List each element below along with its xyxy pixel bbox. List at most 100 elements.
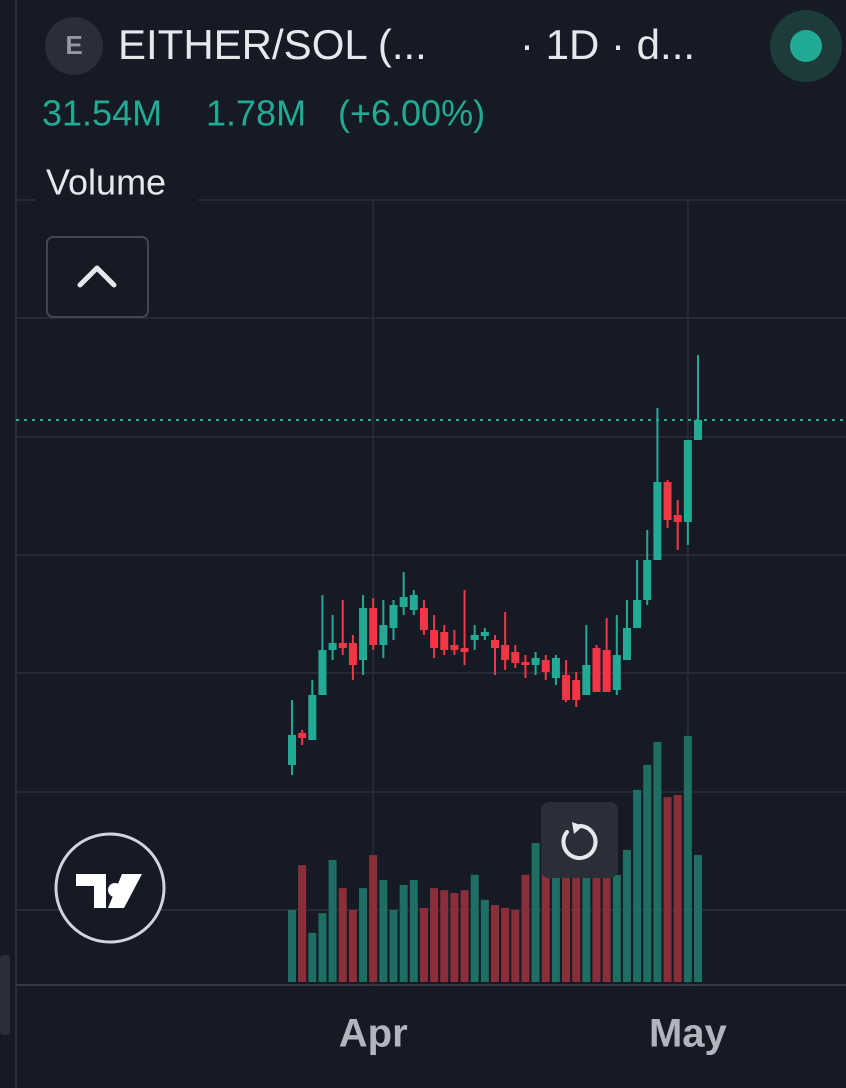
candle-body <box>572 680 581 700</box>
candle-body <box>460 648 469 652</box>
volume-bar <box>643 764 652 982</box>
volume-bar <box>470 874 479 982</box>
volume-bar <box>288 909 296 982</box>
candle-body <box>612 655 621 690</box>
volume-bar <box>612 874 621 982</box>
status-dot <box>790 30 822 62</box>
side-handle[interactable] <box>0 955 10 1035</box>
volume-bar <box>409 880 418 982</box>
candle-body <box>399 597 408 607</box>
candle-body <box>409 595 418 610</box>
candle-body <box>521 662 530 665</box>
candle-body <box>511 652 520 663</box>
chevron-up-icon <box>77 265 117 288</box>
volume-bar <box>328 859 337 982</box>
volume-bar <box>633 789 642 982</box>
candle-body <box>348 643 357 665</box>
volume-bar <box>511 909 520 982</box>
candle-body <box>288 735 296 765</box>
volume-bar <box>430 888 439 982</box>
volume-bar <box>399 884 408 982</box>
volume-bar <box>592 870 601 982</box>
volume-bar <box>491 905 499 982</box>
volume-bar <box>308 932 317 982</box>
volume-bar <box>501 907 510 982</box>
candle-body <box>602 650 611 692</box>
volume-bar <box>653 741 662 982</box>
candle-body <box>359 608 368 660</box>
volume-bar <box>379 880 388 982</box>
x-tick-label: Apr <box>339 1012 408 1056</box>
candle-body <box>531 658 540 665</box>
volume-bar <box>663 797 672 982</box>
candle-body <box>440 632 449 650</box>
volume-bar <box>622 849 631 982</box>
collapse-button[interactable] <box>46 236 149 318</box>
x-tick-label: May <box>649 1012 728 1056</box>
volume-bar <box>683 735 692 982</box>
symbol-icon <box>45 17 103 75</box>
volume-bar <box>440 890 449 982</box>
candle-body <box>562 675 571 700</box>
volume-bar <box>338 888 347 982</box>
candle-body <box>369 608 378 645</box>
candle-body <box>633 600 642 628</box>
volume-bar <box>694 854 702 982</box>
symbol-icon-letter: E <box>65 30 82 60</box>
candle-body <box>551 658 560 678</box>
tradingview-logo-dot <box>108 883 122 897</box>
volume-change: 1.78M <box>206 93 306 134</box>
volume-bar <box>602 878 611 982</box>
volume-bar <box>562 870 571 982</box>
candle-body <box>379 625 388 645</box>
candle-body <box>694 420 702 440</box>
volume-bar <box>572 870 581 982</box>
reset-icon <box>561 824 598 860</box>
candle-body <box>683 440 692 522</box>
indicator-label[interactable]: Volume <box>46 162 166 203</box>
volume-bar <box>521 874 530 982</box>
candle-body <box>501 645 510 660</box>
candle-body <box>389 605 398 628</box>
candle-body <box>419 608 428 630</box>
candle-body <box>541 660 550 672</box>
candle-body <box>622 628 631 660</box>
candle-body <box>673 515 682 522</box>
volume-value: 31.54M <box>42 93 162 134</box>
volume-change-percent: (+6.00%) <box>338 93 485 134</box>
volume-bar <box>348 909 357 982</box>
symbol[interactable]: EITHER/SOL (... <box>118 21 427 68</box>
volume-bar <box>582 859 591 982</box>
candle-body <box>653 482 662 560</box>
volume-bar <box>318 913 327 982</box>
candle-body <box>430 630 439 648</box>
volume-bar <box>389 909 398 982</box>
candle-body <box>592 648 601 692</box>
interval[interactable]: · 1D · d... <box>520 21 695 68</box>
volume-bar <box>359 888 368 982</box>
candle-body <box>491 640 499 648</box>
reset-icon-arrow <box>572 822 583 834</box>
volume-bar <box>450 892 459 982</box>
volume-bar <box>531 843 540 982</box>
candle-body <box>643 560 652 600</box>
volume-bar <box>369 855 378 982</box>
volume-bar <box>480 899 489 982</box>
reset-button[interactable] <box>541 802 618 878</box>
candle-body <box>582 665 591 695</box>
candle-body <box>328 643 337 650</box>
candle-body <box>470 635 479 640</box>
volume-bar <box>460 890 469 982</box>
indicator-label-bg <box>36 160 198 208</box>
candle-body <box>338 643 347 648</box>
candle-body <box>318 650 327 695</box>
candle-body <box>298 733 307 738</box>
volume-bar <box>673 795 682 982</box>
candle-body <box>663 482 672 520</box>
volume-bar <box>541 855 550 982</box>
volume-bar <box>551 861 560 982</box>
candle-body <box>480 632 489 636</box>
candle-body <box>450 645 459 650</box>
